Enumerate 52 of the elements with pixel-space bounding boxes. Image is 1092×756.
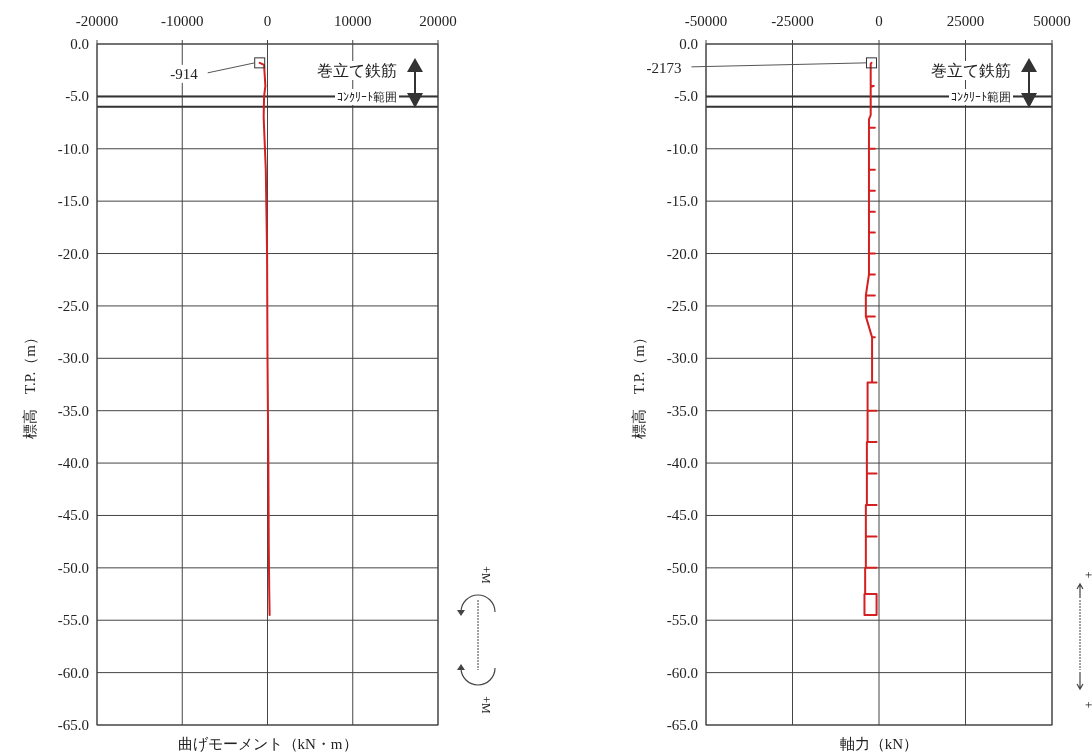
annotation: 巻立て鉄筋 [931,62,1011,79]
y-tick-label: 0.0 [70,36,89,52]
y-tick-label: -65.0 [57,717,89,733]
text: +M [479,566,493,585]
x-tick-label: 10000 [334,13,372,29]
y-tick-label: -35.0 [57,402,89,419]
y-tick-label: -30.0 [57,350,89,367]
y-tick-label: -55.0 [666,612,698,629]
y-tick-label: -55.0 [57,612,89,629]
y-tick-label: -30.0 [666,350,698,367]
y-tick-label: -40.0 [57,455,89,472]
y-tick-label: -35.0 [666,402,698,419]
y-axis-title: 標高 T.P.（m） [631,330,647,439]
text: +M [479,696,493,715]
x-tick-label: 50000 [1033,13,1071,29]
y-tick-label: -45.0 [666,507,698,524]
x-tick-label: -25000 [771,13,814,29]
x-tick-label: -10000 [161,13,204,29]
y-axis-title: 標高 T.P.（m） [22,330,38,439]
annotation: -914 [170,65,199,82]
x-tick-label: 0 [263,13,272,29]
annotation: 巻立て鉄筋 [317,62,397,79]
text: + [1081,571,1092,579]
y-tick-label: -10.0 [666,140,698,157]
x-axis-title: 軸力（kN） [839,736,919,752]
x-tick-label: 25000 [946,13,985,29]
y-tick-label: 0.0 [679,36,698,52]
annotation: -2173 [646,59,682,76]
y-tick-label: -45.0 [57,507,89,524]
y-tick-label: -15.0 [666,193,698,210]
y-tick-label: -5.0 [674,88,698,105]
y-tick-label: -60.0 [57,664,89,681]
y-tick-label: -50.0 [57,559,89,576]
y-tick-label: -20.0 [666,245,698,262]
y-tick-label: -25.0 [57,297,89,314]
y-tick-label: -65.0 [666,717,698,733]
y-tick-label: -50.0 [666,559,698,576]
annotation: ｺﾝｸﾘｰﾄ範囲 [951,90,1011,104]
x-tick-label: 0 [875,13,883,29]
y-tick-label: -5.0 [65,88,89,105]
y-tick-label: -40.0 [666,455,698,472]
annotation: ｺﾝｸﾘｰﾄ範囲 [337,90,397,104]
y-tick-label: -20.0 [57,245,89,262]
x-tick-label: -20000 [75,13,119,29]
text: + [1081,701,1092,709]
x-tick-label: -50000 [684,13,728,29]
x-axis-title: 曲げモーメント（kN・m） [177,736,358,752]
x-tick-label: 20000 [419,13,457,29]
y-tick-label: -15.0 [57,193,89,210]
y-tick-label: -60.0 [666,664,698,681]
y-tick-label: -25.0 [666,297,698,314]
y-tick-label: -10.0 [57,140,89,157]
